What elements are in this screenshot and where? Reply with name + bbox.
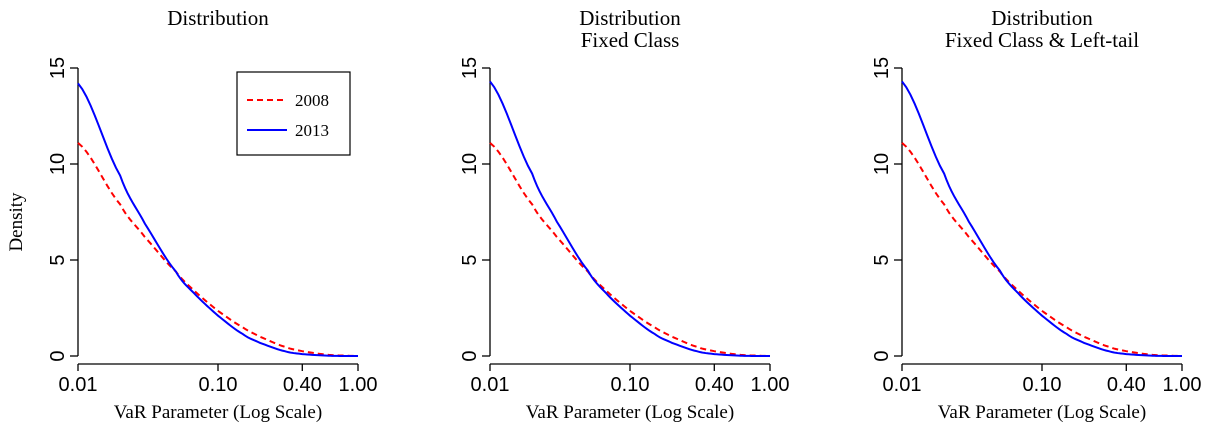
y-tick-label: 5 — [459, 254, 481, 265]
legend-label: 2008 — [295, 91, 329, 110]
legend-label: 2013 — [295, 121, 329, 140]
x-tick-label: 1.00 — [339, 374, 378, 396]
x-tick-label: 0.01 — [471, 374, 510, 396]
legend: 2008 2013 — [236, 71, 351, 156]
chart-title-line: Fixed Class & Left-tail — [945, 28, 1139, 52]
series-line-2013 — [77, 82, 358, 357]
series-line-2013 — [489, 80, 770, 357]
series-line-2008 — [489, 142, 771, 357]
y-tick-label: 15 — [459, 57, 481, 79]
chart-title-line: Distribution — [991, 6, 1093, 30]
x-tick-label: 1.00 — [1163, 374, 1202, 396]
x-tick-label: 0.01 — [59, 374, 98, 396]
y-tick-label: 15 — [47, 57, 69, 79]
chart-title-line: Distribution — [579, 6, 681, 30]
legend-box — [236, 71, 351, 156]
x-tick-label: 0.10 — [199, 374, 238, 396]
y-tick-label: 15 — [871, 57, 893, 79]
series-line-2013 — [901, 80, 1182, 357]
x-axis-label: VaR Parameter (Log Scale) — [114, 402, 322, 423]
x-axis-label: VaR Parameter (Log Scale) — [526, 402, 734, 423]
x-tick-label: 0.01 — [883, 374, 922, 396]
x-tick-label: 1.00 — [751, 374, 790, 396]
x-tick-label: 0.10 — [1023, 374, 1062, 396]
chart-title-line: Fixed Class — [581, 28, 680, 52]
y-tick-label: 0 — [47, 350, 69, 361]
x-tick-label: 0.40 — [695, 374, 734, 396]
y-tick-label: 0 — [871, 350, 893, 361]
y-tick-label: 5 — [871, 254, 893, 265]
y-tick-label: 10 — [871, 153, 893, 175]
y-tick-label: 10 — [47, 153, 69, 175]
x-tick-label: 0.40 — [283, 374, 322, 396]
y-axis-label: Density — [6, 192, 27, 252]
chart-title-line: Distribution — [167, 6, 269, 30]
y-tick-label: 5 — [47, 254, 69, 265]
x-axis-label: VaR Parameter (Log Scale) — [938, 402, 1146, 423]
y-tick-label: 10 — [459, 153, 481, 175]
series-line-2008 — [77, 142, 359, 357]
x-tick-label: 0.40 — [1107, 374, 1146, 396]
chart-panel-1: Distribution 0 5 10 15 0.01 0.10 0.40 1.00 VaR Pa… — [6, 6, 377, 423]
x-tick-label: 0.10 — [611, 374, 650, 396]
series-line-2008 — [901, 142, 1183, 357]
y-tick-label: 0 — [459, 350, 481, 361]
